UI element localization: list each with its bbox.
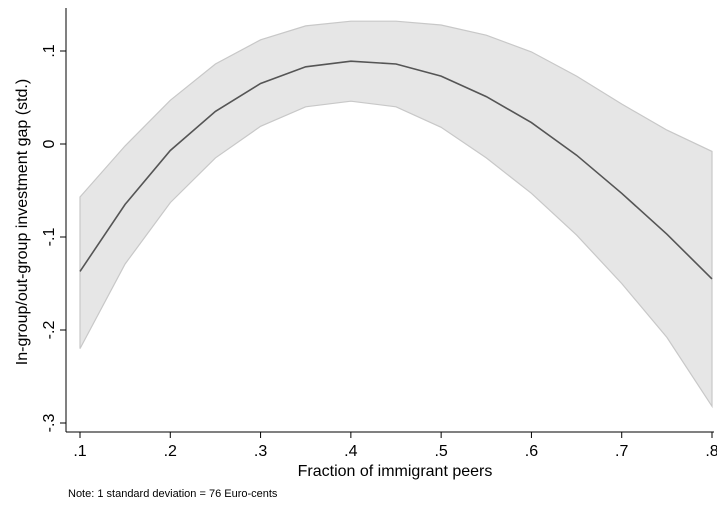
y-axis-title: In-group/out-group investment gap (std.): [14, 79, 31, 365]
confidence-band: [79, 20, 713, 409]
chart-note: Note: 1 standard deviation = 76 Euro-cen…: [68, 488, 278, 500]
y-tick-label: -.3: [41, 414, 58, 433]
x-tick-label: .4: [344, 443, 357, 460]
confidence-band-layer: [79, 20, 713, 409]
x-tick-label: .2: [164, 443, 177, 460]
x-tick-label: .3: [254, 443, 267, 460]
x-tick-label: .7: [615, 443, 628, 460]
y-tick-label: -.2: [41, 321, 58, 340]
x-tick-label: .5: [434, 443, 447, 460]
x-tick-label: .8: [705, 443, 717, 460]
y-tick-label: 0: [41, 139, 58, 148]
y-tick-label: -.1: [41, 228, 58, 247]
x-axis-title: Fraction of immigrant peers: [298, 463, 493, 480]
axes: .1 .2 .3 .4 .5 .6 .7 .8 -.3 -.2 -.1 0 .1: [41, 8, 717, 460]
line-layer: [79, 60, 713, 280]
y-tick-label: .1: [41, 44, 58, 57]
x-tick-label: .6: [525, 443, 538, 460]
x-tick-label: .1: [73, 443, 86, 460]
